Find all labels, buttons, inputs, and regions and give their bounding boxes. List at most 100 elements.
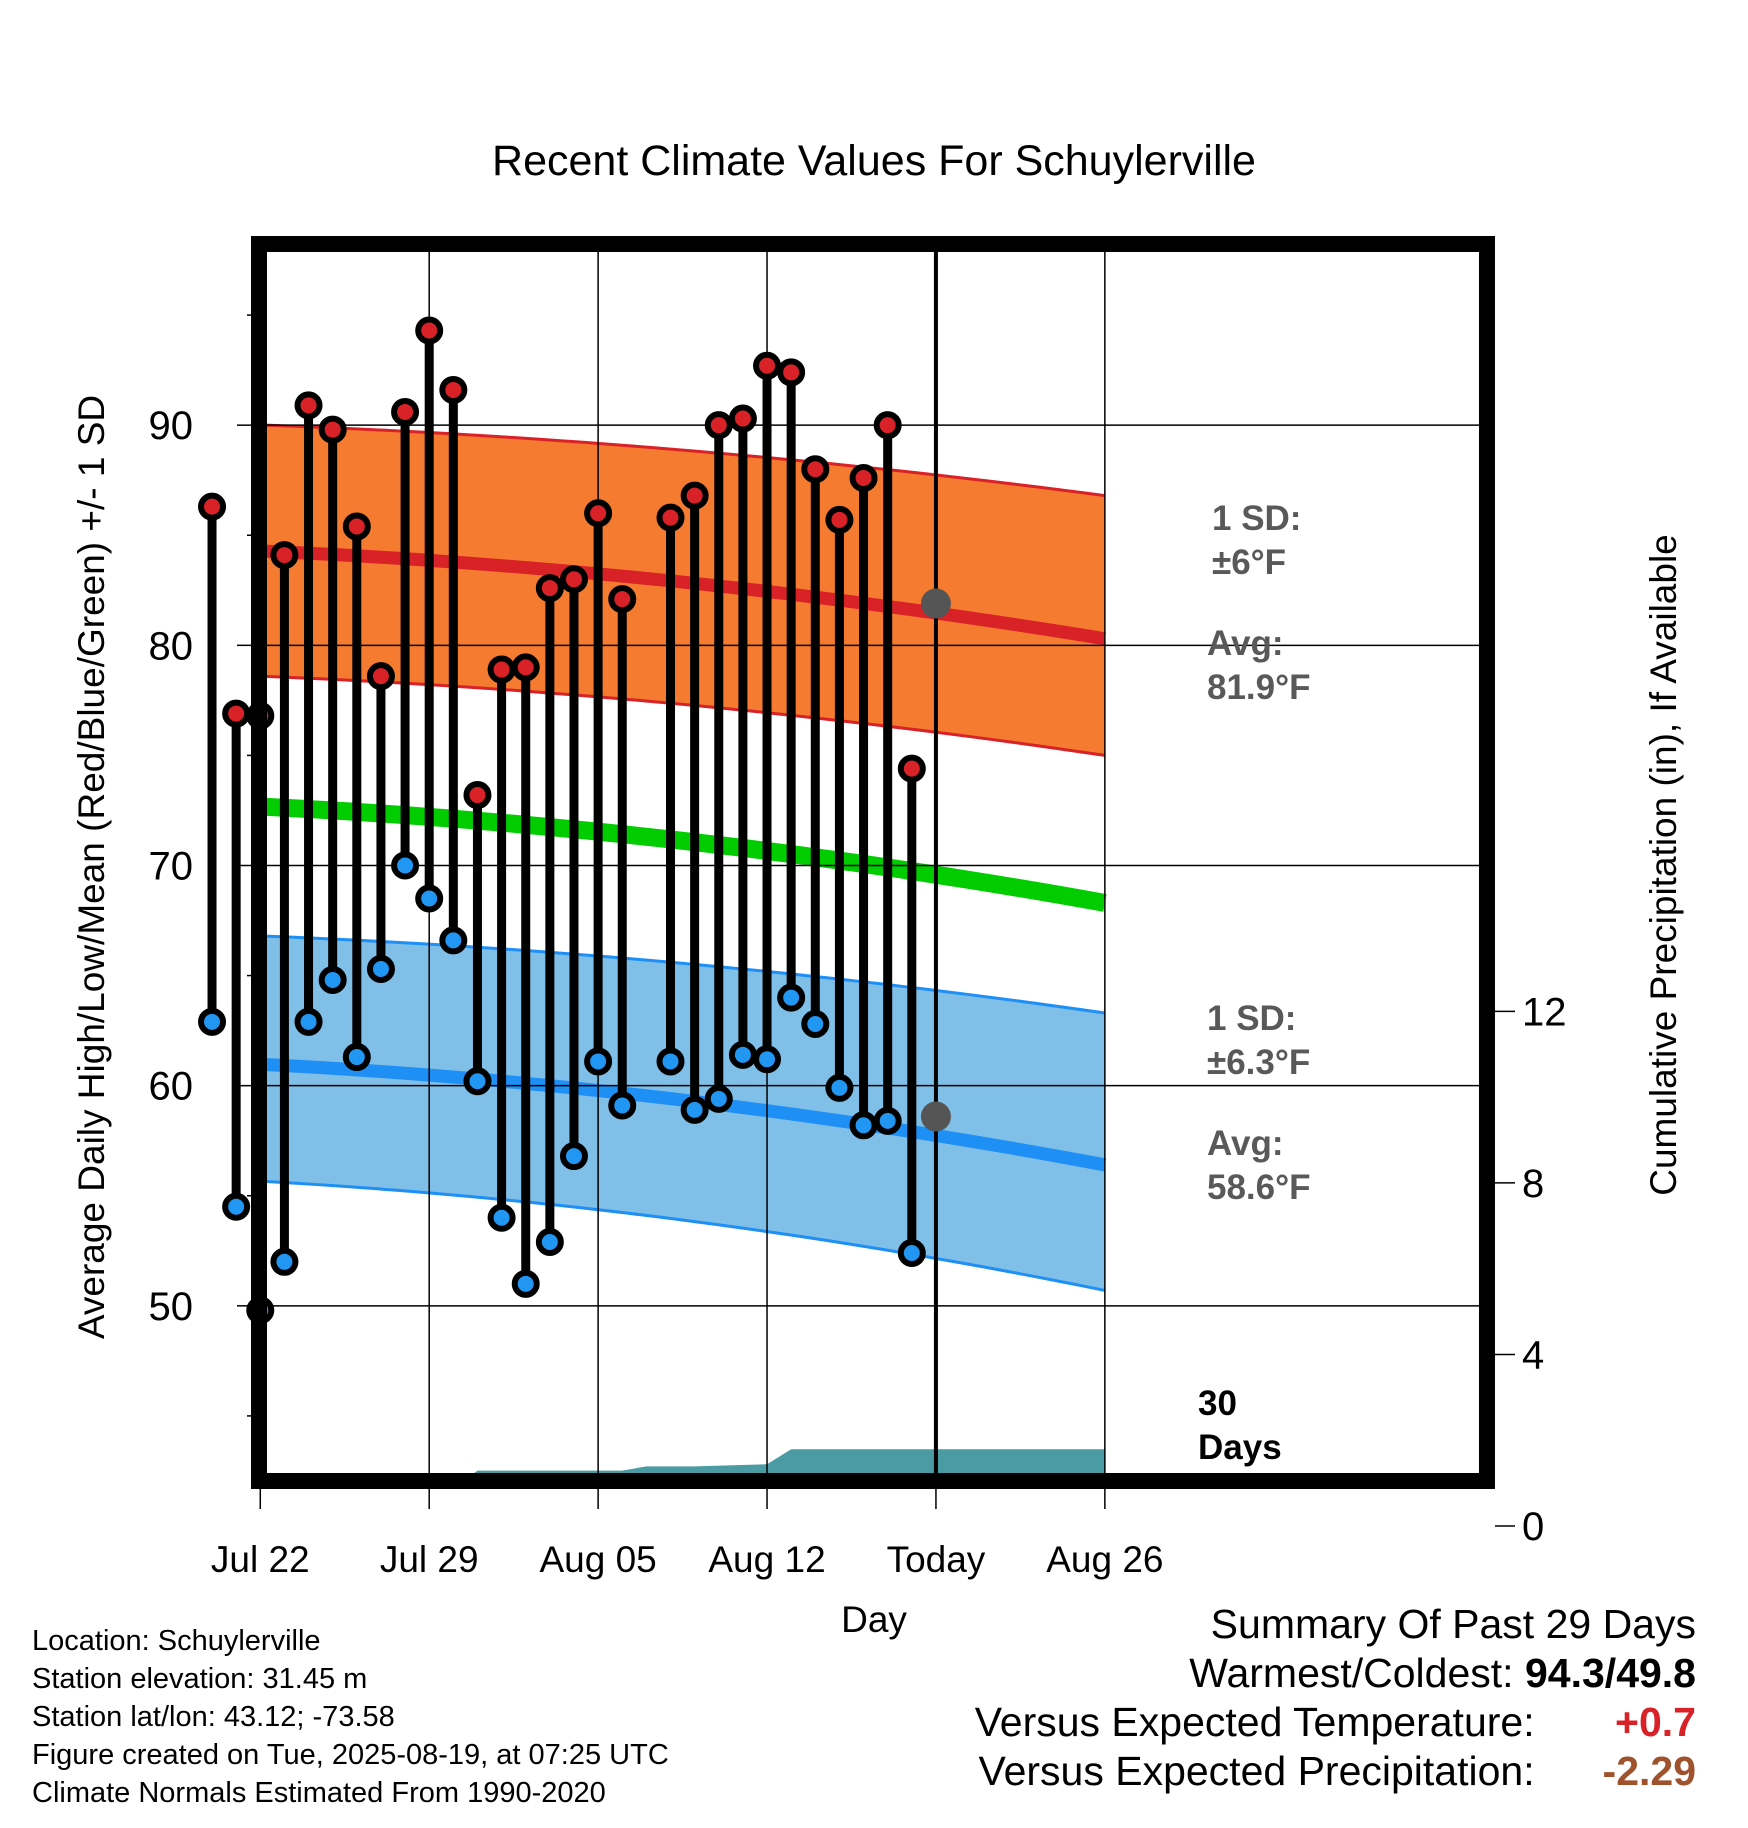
daily-low-point <box>487 1203 516 1232</box>
x-tick-label: Today <box>887 1539 986 1580</box>
low-avg-annotation-line: Avg: <box>1207 1124 1283 1163</box>
daily-low-point <box>728 1040 757 1069</box>
daily-high-point <box>704 411 733 440</box>
daily-low-point <box>511 1269 540 1298</box>
daily-high-point <box>342 512 371 541</box>
elevation-text: Station elevation: 31.45 m <box>32 1663 368 1695</box>
x-tick-label: Aug 26 <box>1046 1539 1163 1580</box>
today-low-normal-marker <box>920 1101 951 1132</box>
daily-low-point <box>801 1010 830 1039</box>
precip-row: Versus Expected Precipitation: -2.29 <box>975 1747 1697 1796</box>
daily-high-point <box>487 655 516 684</box>
daily-low-point <box>222 1192 251 1221</box>
y-axis-label: Average Daily High/Low/Mean (Red/Blue/Gr… <box>71 395 112 1339</box>
daily-high-point <box>294 391 323 420</box>
today-high-normal-marker <box>920 588 951 619</box>
x-tick-label: Jul 29 <box>380 1539 479 1580</box>
x-axis-label: Day <box>841 1599 907 1640</box>
daily-low-point <box>584 1047 613 1076</box>
high-avg-annotation-line: Avg: <box>1207 624 1283 663</box>
plot-area: 1 SD: ±6°F Avg: 81.9°F 1 SD: ±6.3°F Avg: 58.6°F… <box>149 236 1567 1580</box>
daily-low-point <box>318 965 347 994</box>
summary-title: Summary Of Past 29 Days <box>1210 1601 1696 1647</box>
daily-high-point <box>439 375 468 404</box>
daily-low-point <box>342 1043 371 1072</box>
high-sd-band <box>259 424 1105 756</box>
high-avg-annotation: Avg: 81.9°F <box>1207 624 1311 707</box>
y2-tick-label: 12 <box>1522 990 1567 1034</box>
x-tick-label: Aug 12 <box>708 1539 825 1580</box>
y-tick-label: 90 <box>149 404 194 448</box>
daily-high-point <box>366 662 395 691</box>
daily-high-point <box>222 699 251 728</box>
high-band-lower-edge <box>259 674 1106 757</box>
high-sd-annotation-line: 1 SD: <box>1212 499 1301 538</box>
daily-low-point <box>463 1067 492 1096</box>
precip-value: -2.29 <box>1602 1748 1696 1794</box>
x-tick-label: Aug 05 <box>539 1539 656 1580</box>
low-band-upper-edge <box>259 934 1106 1015</box>
warm-cold-row: Warmest/Coldest: 94.3/49.8 <box>1189 1650 1696 1696</box>
precip-days-annotation-line: 30 <box>1198 1384 1237 1423</box>
daily-low-point <box>535 1227 564 1256</box>
low-avg-annotation: Avg: 58.6°F <box>1207 1124 1311 1207</box>
y-tick-label: 80 <box>149 624 194 668</box>
temp-value: +0.7 <box>1615 1699 1696 1745</box>
daily-high-point <box>463 781 492 810</box>
precip-days-annotation: 30 Days <box>1198 1384 1282 1467</box>
y2-axis-label: Cumulative Precipitation (in), If Availa… <box>1643 534 1684 1196</box>
daily-high-point <box>777 358 806 387</box>
high-normal-line <box>259 544 1106 646</box>
temp-label: Versus Expected Temperature: <box>974 1699 1535 1745</box>
daily-high-point <box>728 404 757 433</box>
daily-low-point <box>897 1238 926 1267</box>
created-text: Figure created on Tue, 2025-08-19, at 07… <box>32 1739 669 1771</box>
y-tick-label: 70 <box>149 845 194 889</box>
daily-high-point <box>270 541 299 570</box>
daily-low-point <box>366 954 395 983</box>
daily-high-point <box>511 653 540 682</box>
low-band-lower-edge <box>259 1179 1106 1292</box>
daily-low-point <box>873 1106 902 1135</box>
low-sd-annotation: 1 SD: ±6.3°F <box>1207 999 1310 1082</box>
daily-high-point <box>584 499 613 528</box>
low-sd-annotation-line: 1 SD: <box>1207 999 1296 1038</box>
daily-low-point <box>656 1047 685 1076</box>
location-text: Location: Schuylerville <box>32 1625 321 1657</box>
high-avg-annotation-line: 81.9°F <box>1207 668 1311 707</box>
warm-cold-label: Warmest/Coldest: <box>1189 1650 1514 1696</box>
daily-high-point <box>535 574 564 603</box>
daily-low-point <box>825 1073 854 1102</box>
daily-high-point <box>801 455 830 484</box>
y2-tick-label: 4 <box>1522 1333 1544 1377</box>
precip-days-annotation-line: Days <box>1198 1428 1282 1467</box>
high-sd-annotation-line: ±6°F <box>1212 543 1286 582</box>
daily-low-point <box>680 1095 709 1124</box>
daily-high-point <box>559 565 588 594</box>
daily-low-point <box>608 1091 637 1120</box>
daily-low-point <box>753 1045 782 1074</box>
daily-high-point <box>656 503 685 532</box>
summary-panel: Summary Of Past 29 Days Warmest/Coldest:… <box>975 1600 1696 1796</box>
low-sd-annotation-line: ±6.3°F <box>1207 1043 1310 1082</box>
daily-high-point <box>897 754 926 783</box>
daily-high-point <box>680 481 709 510</box>
coldest-value: 49.8 <box>1616 1650 1696 1696</box>
daily-low-point <box>559 1142 588 1171</box>
y2-tick-label: 8 <box>1522 1162 1544 1206</box>
chart-title: Recent Climate Values For Schuylerville <box>492 137 1256 185</box>
daily-high-point <box>608 585 637 614</box>
daily-high-point <box>198 492 227 521</box>
plot-frame <box>251 236 1495 1489</box>
daily-low-point <box>294 1007 323 1036</box>
daily-low-point <box>777 983 806 1012</box>
low-avg-annotation-line: 58.6°F <box>1207 1168 1311 1207</box>
x-tick-label: Jul 22 <box>211 1539 310 1580</box>
daily-high-point <box>753 351 782 380</box>
y2-tick-label: 0 <box>1522 1505 1544 1549</box>
daily-low-point <box>415 884 444 913</box>
temp-row: Versus Expected Temperature: +0.7 <box>975 1698 1696 1747</box>
normals-text: Climate Normals Estimated From 1990-2020 <box>32 1777 606 1809</box>
daily-low-point <box>270 1247 299 1276</box>
